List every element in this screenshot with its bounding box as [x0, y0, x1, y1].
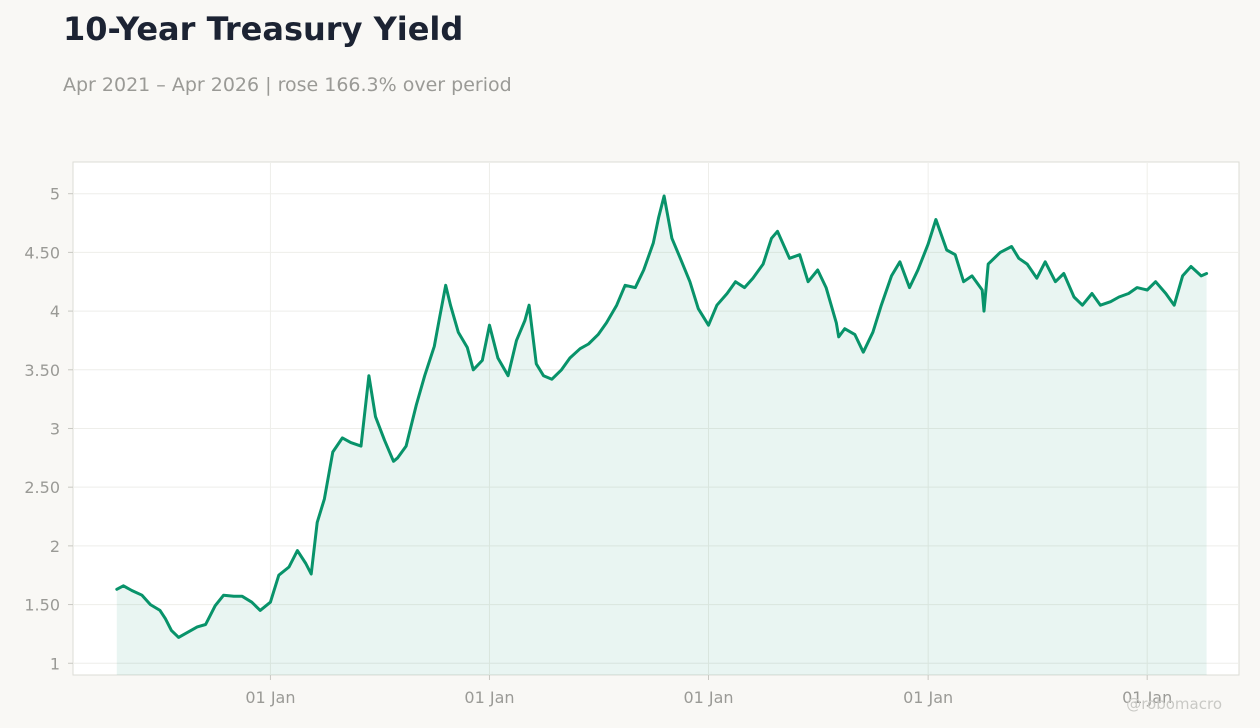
y-tick-label: 2.50: [24, 478, 60, 497]
y-tick-label: 5: [50, 185, 60, 204]
x-tick-label: 01 Jan: [903, 688, 953, 707]
yield-area: [116, 196, 1207, 675]
y-tick-label: 2: [50, 537, 60, 556]
x-tick-label: 01 Jan: [464, 688, 514, 707]
y-tick-label: 3: [50, 419, 60, 438]
y-tick-label: 3.50: [24, 361, 60, 380]
yield-line: [115, 194, 1209, 639]
y-tick-label: 4.50: [24, 243, 60, 262]
x-axis: 01 Jan 01 Jan 01 Jan 01 Jan 01 Jan: [245, 675, 1172, 707]
y-tick-label: 4: [50, 302, 60, 321]
plot-area: [72, 161, 1240, 676]
x-tick-label: 01 Jan: [683, 688, 733, 707]
x-tick-label: 01 Jan: [1122, 688, 1172, 707]
y-axis: 1 1.50 2 2.50 3 3.50 4 4.50 5: [24, 185, 73, 673]
area-layer: [116, 196, 1207, 675]
watermark: @robomacro: [1126, 695, 1222, 713]
y-tick-label: 1.50: [24, 596, 60, 615]
y-tick-label: 1: [50, 654, 60, 673]
chart-title: 10-Year Treasury Yield: [63, 10, 464, 48]
x-tick-label: 01 Jan: [245, 688, 295, 707]
line-layer: [115, 194, 1209, 639]
chart-subtitle: Apr 2021 – Apr 2026 | rose 166.3% over p…: [63, 74, 512, 96]
